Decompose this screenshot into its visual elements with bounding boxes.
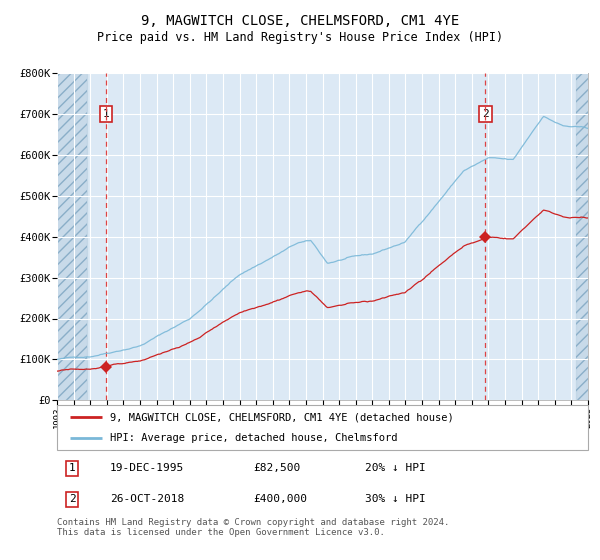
Text: 19-DEC-1995: 19-DEC-1995: [110, 463, 184, 473]
FancyBboxPatch shape: [57, 405, 588, 450]
Bar: [57, 73, 87, 400]
Text: 1: 1: [103, 109, 110, 119]
Text: £82,500: £82,500: [253, 463, 301, 473]
Text: 30% ↓ HPI: 30% ↓ HPI: [365, 494, 426, 505]
Text: 9, MAGWITCH CLOSE, CHELMSFORD, CM1 4YE (detached house): 9, MAGWITCH CLOSE, CHELMSFORD, CM1 4YE (…: [110, 412, 454, 422]
Text: 26-OCT-2018: 26-OCT-2018: [110, 494, 184, 505]
Text: 9, MAGWITCH CLOSE, CHELMSFORD, CM1 4YE: 9, MAGWITCH CLOSE, CHELMSFORD, CM1 4YE: [141, 14, 459, 28]
Text: HPI: Average price, detached house, Chelmsford: HPI: Average price, detached house, Chel…: [110, 433, 398, 444]
Text: 20% ↓ HPI: 20% ↓ HPI: [365, 463, 426, 473]
Bar: [577, 73, 588, 400]
Text: 2: 2: [482, 109, 489, 119]
Text: 1: 1: [68, 463, 76, 473]
Text: £400,000: £400,000: [253, 494, 307, 505]
Bar: [57, 57, 87, 400]
Text: 2: 2: [68, 494, 76, 505]
Text: Contains HM Land Registry data © Crown copyright and database right 2024.
This d: Contains HM Land Registry data © Crown c…: [57, 518, 449, 538]
Bar: [577, 57, 588, 400]
Text: Price paid vs. HM Land Registry's House Price Index (HPI): Price paid vs. HM Land Registry's House …: [97, 31, 503, 44]
